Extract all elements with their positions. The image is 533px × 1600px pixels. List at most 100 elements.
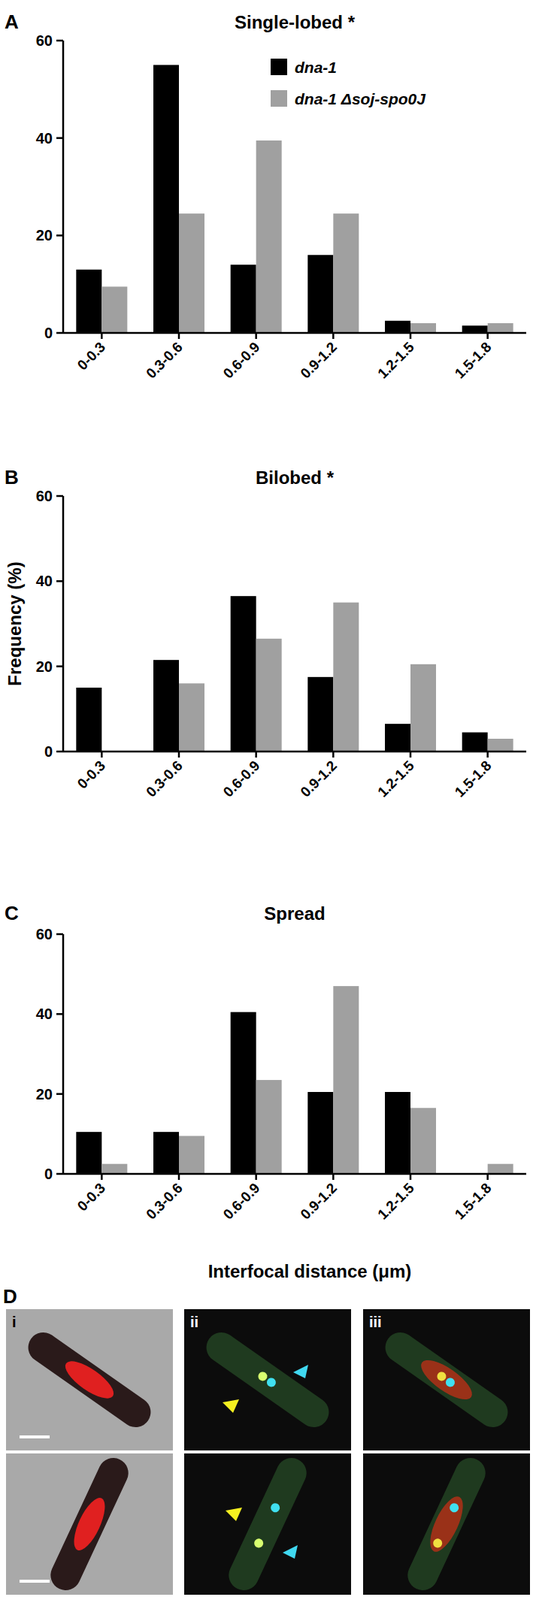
- x-axis: [63, 1173, 527, 1176]
- bar: [307, 1092, 334, 1175]
- x-axis: [63, 332, 527, 335]
- bar: [153, 660, 179, 752]
- legend-label: dna-1 Δsoj-spo0J: [294, 90, 427, 108]
- x-tick: [486, 751, 489, 758]
- bar: [230, 1012, 257, 1175]
- image-background: [6, 1309, 173, 1451]
- bars: [75, 986, 513, 1175]
- focus-cyan: [269, 1502, 282, 1515]
- arrowhead-yellow: [225, 1508, 243, 1522]
- y-tick: [56, 1173, 64, 1176]
- y-tick-label: 60: [36, 926, 53, 943]
- bar: [153, 64, 179, 334]
- x-axis-label: Interfocal distance (μm): [208, 1261, 412, 1282]
- panel-label: B: [4, 466, 19, 489]
- micrograph: [363, 1309, 530, 1451]
- x-tick-label: 1.2-1.5: [374, 757, 418, 801]
- y-axis: [62, 496, 65, 752]
- bar: [462, 325, 488, 334]
- x-tick: [332, 333, 335, 340]
- arrowhead-cyan: [282, 1545, 298, 1560]
- micrograph: [6, 1453, 173, 1596]
- cell-body: [45, 1453, 134, 1596]
- x-tick: [178, 751, 181, 758]
- image-background: [363, 1453, 530, 1596]
- x-tick: [100, 333, 103, 340]
- x-tick: [332, 751, 335, 758]
- chart-title: Single-lobed *: [234, 12, 356, 33]
- chart-title: Bilobed *: [255, 467, 335, 488]
- x-tick-label: 0.9-1.2: [296, 757, 340, 801]
- micrograph: [6, 1309, 173, 1451]
- panel-d: Diiiiii: [3, 1285, 530, 1596]
- legend: dna-1 dna-1 Δsoj-spo0J: [270, 58, 427, 108]
- cell: [402, 1453, 491, 1596]
- y-tick: [56, 933, 64, 936]
- x-tick-label: 0.6-0.9: [220, 757, 264, 801]
- bar: [487, 738, 514, 752]
- x-tick: [486, 1174, 489, 1181]
- x-tick-label: 0.9-1.2: [296, 1180, 340, 1224]
- x-tick: [254, 333, 258, 340]
- bar: [178, 683, 205, 752]
- bar: [333, 986, 359, 1175]
- bar: [101, 286, 128, 334]
- bar: [333, 602, 359, 752]
- x-tick-label: 0.3-0.6: [142, 339, 186, 382]
- legend-swatch: [270, 58, 288, 76]
- x-tick: [100, 751, 103, 758]
- y-tick: [56, 1093, 64, 1096]
- bar: [153, 1132, 179, 1175]
- bar: [307, 677, 334, 752]
- chart: CSpread02040600-0.30.3-0.60.6-0.90.9-1.2…: [4, 902, 527, 1282]
- bar: [75, 1132, 102, 1175]
- cell-body: [200, 1326, 336, 1434]
- cell-body: [379, 1326, 515, 1434]
- nucleoid: [415, 1353, 479, 1407]
- bar: [462, 732, 488, 753]
- bar: [487, 1164, 514, 1175]
- arrowhead-cyan: [293, 1365, 309, 1379]
- y-tick-label: 40: [36, 572, 53, 590]
- cell-body: [22, 1326, 158, 1434]
- micrograph: [184, 1453, 352, 1596]
- cell: [379, 1326, 515, 1434]
- focus-cyan: [444, 1376, 458, 1390]
- bar: [256, 638, 282, 752]
- figure: ASingle-lobed *02040600-0.30.3-0.60.6-0.…: [0, 0, 533, 1600]
- cell: [200, 1326, 336, 1434]
- image-background: [184, 1309, 352, 1451]
- x-tick-label: 1.2-1.5: [374, 339, 418, 382]
- image-label: iii: [369, 1314, 382, 1331]
- scale-bar: [19, 1435, 50, 1439]
- micrograph: [363, 1453, 530, 1596]
- micrograph: [184, 1309, 352, 1451]
- x-tick-label: 0.3-0.6: [142, 757, 186, 801]
- bar: [410, 664, 437, 752]
- x-tick-label: 0.9-1.2: [296, 339, 340, 382]
- x-tick: [409, 751, 412, 758]
- bar: [75, 687, 102, 752]
- cell: [22, 1326, 158, 1434]
- image-background: [184, 1453, 352, 1596]
- bars: [75, 64, 513, 334]
- x-tick-label: 0.6-0.9: [220, 339, 264, 382]
- y-tick: [56, 234, 64, 237]
- arrowhead-yellow: [222, 1399, 240, 1414]
- panel-label: C: [4, 902, 19, 925]
- y-tick: [56, 495, 64, 498]
- x-tick: [409, 333, 412, 340]
- y-tick-label: 0: [44, 743, 53, 761]
- y-axis-label: Frequency (%): [4, 561, 25, 686]
- y-tick-label: 20: [36, 227, 53, 244]
- bar: [178, 1135, 205, 1175]
- bar: [307, 254, 334, 334]
- bar: [75, 269, 102, 334]
- panel-label: D: [3, 1285, 18, 1309]
- nucleoid: [60, 1355, 119, 1406]
- x-tick: [178, 333, 181, 340]
- legend-label: dna-1: [294, 58, 337, 76]
- image-background: [363, 1309, 530, 1451]
- cell: [45, 1453, 134, 1596]
- bar: [230, 596, 257, 752]
